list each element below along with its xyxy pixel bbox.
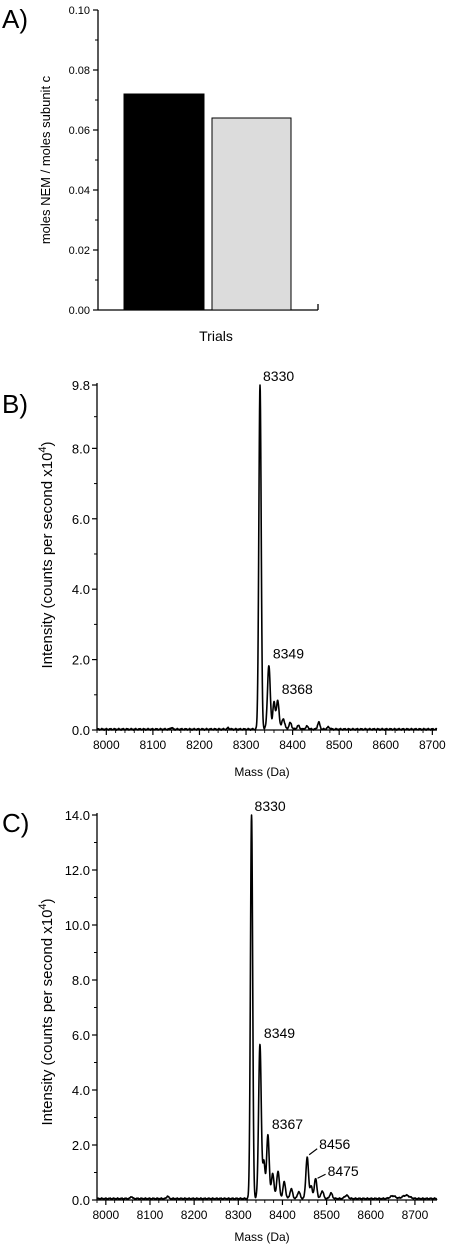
panel-c-annotation-leader [317, 1173, 326, 1179]
panel-b-y-tick-label: 4.0 [72, 582, 90, 597]
panel-a-y-tick-label: 0.10 [69, 5, 90, 17]
panel-a-bar [123, 93, 205, 311]
panel-b-x-axis-title: Mass (Da) [234, 765, 289, 779]
panel-a-y-axis-title: moles NEM / moles subunit c [38, 75, 53, 244]
panel-c-x-tick-label: 8200 [181, 1208, 208, 1222]
panel-a-bar [211, 117, 292, 311]
panel-c-x-tick-label: 8700 [402, 1208, 429, 1222]
panel-b-x-tick-label: 8400 [279, 738, 306, 752]
panel-c-x-axis-title: Mass (Da) [234, 1230, 289, 1244]
panel-b-x-tick-label: 8100 [140, 738, 167, 752]
panel-c-y-axis-title: Intensity (counts per second x104) [37, 898, 56, 1125]
panel-b-peak-label: 8349 [273, 646, 304, 662]
panel-c-y-tick-label: 8.0 [72, 973, 90, 988]
panel-c-y-tick-label: 6.0 [72, 1028, 90, 1043]
panel-c: C) Intensity (counts per second x104) Ma… [2, 798, 438, 1244]
panel-b-spectrum-line [96, 384, 438, 731]
panel-a-y-tick-label: 0.04 [69, 185, 90, 197]
panel-b: B) Intensity (counts per second x104) Ma… [2, 368, 446, 779]
panel-b-x-tick-label: 8500 [326, 738, 353, 752]
panel-c-x-tick-label: 8100 [137, 1208, 164, 1222]
panel-b-y-tick-label: 8.0 [72, 441, 90, 456]
panel-c-spectrum-line [96, 814, 438, 1201]
panel-b-x-tick-label: 8300 [233, 738, 260, 752]
panel-c-x-tick-label: 8600 [357, 1208, 384, 1222]
panel-a-y-tick-label: 0.02 [69, 245, 90, 257]
panel-b-peak-label: 8368 [282, 681, 313, 697]
panel-b-peak-label: 8330 [263, 368, 294, 384]
panel-b-y-axis-title: Intensity (counts per second x104) [37, 441, 56, 668]
panel-c-y-tick-label: 0.0 [72, 1193, 90, 1208]
panel-b-label: B) [2, 389, 28, 419]
panel-c-x-tick-label: 8000 [92, 1208, 119, 1222]
panel-a-label: A) [2, 4, 28, 34]
panel-c-peak-label: 8349 [264, 1025, 295, 1041]
panel-b-x-tick-label: 8200 [186, 738, 213, 752]
panel-a-y-tick-label: 0.08 [69, 65, 90, 77]
panel-c-peak-label: 8367 [272, 1116, 303, 1132]
panel-b-y-tick-label: 0.0 [72, 723, 90, 738]
panel-b-x-tick-label: 8000 [93, 738, 120, 752]
panel-c-peak-label: 8475 [328, 1163, 359, 1179]
panel-c-x-tick-label: 8400 [269, 1208, 296, 1222]
panel-a-x-axis-title: Trials [199, 328, 233, 344]
panel-c-y-tick-label: 14.0 [65, 808, 90, 823]
panel-c-y-tick-label: 4.0 [72, 1083, 90, 1098]
panel-c-peak-label: 8330 [255, 798, 286, 814]
panel-a-y-tick-label: 0.00 [69, 305, 90, 317]
panel-c-peak-label: 8456 [319, 1136, 350, 1152]
panel-b-x-tick-label: 8600 [372, 738, 399, 752]
panel-c-annotation-leader [308, 1148, 318, 1156]
panel-c-x-tick-label: 8500 [313, 1208, 340, 1222]
panel-a-y-tick-label: 0.06 [69, 125, 90, 137]
panel-b-y-tick-label: 2.0 [72, 653, 90, 668]
panel-b-x-tick-label: 8700 [419, 738, 446, 752]
panel-c-y-tick-label: 12.0 [65, 863, 90, 878]
panel-c-y-tick-label: 2.0 [72, 1138, 90, 1153]
panel-a: A) moles NEM / moles subunit c Trials 0.… [2, 4, 319, 344]
panel-b-y-tick-label: 9.8 [72, 378, 90, 393]
panel-c-y-tick-label: 10.0 [65, 918, 90, 933]
panel-c-x-tick-label: 8300 [225, 1208, 252, 1222]
panel-c-label: C) [2, 808, 29, 838]
panel-b-y-tick-label: 6.0 [72, 512, 90, 527]
